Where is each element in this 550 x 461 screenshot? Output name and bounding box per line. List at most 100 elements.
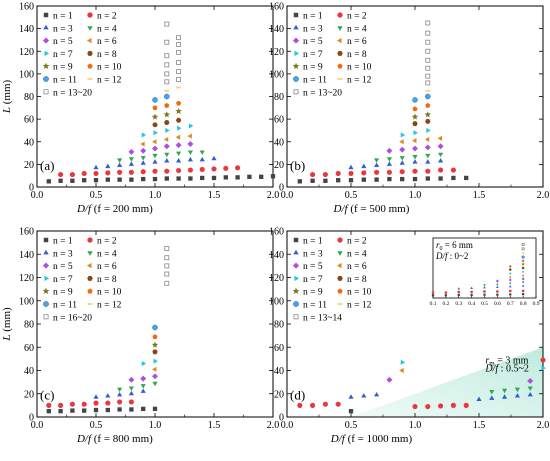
data-point (82, 408, 87, 413)
data-point (165, 127, 170, 134)
data-point (426, 127, 431, 134)
data-point (412, 145, 418, 152)
legend-label: n = 16~20 (53, 313, 92, 323)
data-point (152, 366, 157, 372)
data-point (211, 166, 217, 172)
data-point (211, 175, 217, 181)
y-tick-label: 140 (269, 250, 284, 261)
y-tick-label: 100 (19, 69, 34, 80)
data-point (297, 402, 303, 408)
data-point (541, 365, 546, 371)
legend-label: n = 10 (347, 63, 372, 73)
inset-data-point (431, 291, 435, 294)
data-point (199, 156, 205, 162)
legend-label: n = 3 (53, 249, 73, 259)
legend-marker (87, 303, 93, 305)
legend-label: n = 4 (97, 249, 117, 259)
data-point (175, 142, 182, 149)
data-point (93, 394, 99, 399)
inset-data-point (508, 278, 512, 282)
inset-data-point (521, 243, 525, 246)
x-tick-label: 0.5 (345, 190, 358, 201)
data-point (323, 178, 328, 183)
data-point (374, 162, 380, 167)
y-axis-label: L (mm) (1, 307, 13, 342)
legend-label: n = 6 (97, 37, 117, 47)
inset-data-point (521, 284, 525, 287)
data-point (187, 156, 193, 162)
data-point (164, 79, 170, 85)
panel-d: 0.0 0.5 1.0 1.5 2.0020406080100120140160D/f … (269, 227, 549, 446)
inset-data-point (495, 279, 499, 283)
data-point (199, 150, 205, 155)
legend-label: n = 10 (97, 288, 122, 298)
y-tick-label: 20 (24, 389, 34, 400)
data-point (438, 176, 443, 181)
data-point (322, 171, 328, 178)
x-tick-label: 1.0 (149, 190, 162, 201)
y-axis-label: L (mm) (1, 80, 13, 115)
data-point (105, 170, 111, 176)
data-point (399, 367, 404, 374)
data-point (425, 176, 430, 181)
data-point (425, 65, 431, 71)
inset-data-point (470, 293, 473, 297)
x-axis-label: D/f (f = 200 mm) (76, 203, 153, 215)
inset-data-point (521, 266, 525, 270)
data-point (140, 384, 146, 389)
data-point (164, 152, 170, 158)
legend-marker (292, 262, 300, 269)
data-point (164, 280, 170, 286)
data-point (176, 49, 182, 55)
inset-data-point (521, 274, 524, 277)
legend: n = 1 n = 2 n = 3 n = 4 n = 5 n = 6 n = 7 n = 8… (292, 237, 372, 323)
inset-data-point (496, 293, 499, 296)
legend-label: n = 12 (97, 76, 122, 86)
legend-label: n = 12 (97, 301, 122, 311)
y-tick-label: 100 (269, 296, 284, 307)
x-tick-label: 1.5 (473, 190, 486, 201)
legend-label: n = 5 (53, 262, 73, 272)
data-point (437, 135, 443, 141)
legend-label: n = 11 (53, 76, 77, 86)
x-tick-label: 2.0 (537, 420, 550, 431)
inset-data-point (496, 283, 499, 286)
legend-label: n = 1 (53, 12, 73, 22)
data-point (335, 170, 341, 176)
inset-data-point (508, 264, 512, 268)
data-point (424, 144, 431, 151)
legend-label: n = 6 (347, 262, 367, 272)
legend-label: n = 9 (303, 63, 323, 73)
data-point (164, 53, 170, 59)
data-point (412, 403, 418, 410)
data-point (412, 121, 418, 126)
data-point (399, 169, 405, 175)
data-point (438, 158, 444, 163)
data-point (425, 159, 431, 164)
x-tick-label: 1.5 (473, 420, 486, 431)
legend-marker (292, 287, 300, 295)
legend-marker (43, 76, 49, 82)
legend-label: n = 11 (303, 76, 327, 86)
data-point (399, 160, 405, 165)
data-point (93, 178, 99, 183)
data-point (527, 377, 534, 384)
data-point (152, 324, 158, 331)
data-point (399, 139, 404, 145)
y-tick-label: 140 (269, 24, 284, 35)
inset-annotation-r0: r0 = 6 mm (436, 240, 473, 252)
data-point (361, 177, 366, 182)
data-point (93, 164, 99, 170)
legend-label: n = 9 (53, 63, 73, 73)
data-point (412, 168, 418, 174)
data-point (176, 151, 182, 157)
data-point (164, 263, 170, 269)
legend-marker (293, 24, 299, 30)
inset-x-tick-label: 0.3 (455, 301, 462, 307)
data-point (152, 122, 158, 128)
data-point (58, 178, 63, 183)
x-tick-label: 2.0 (267, 420, 280, 431)
y-tick-label: 160 (269, 2, 284, 13)
legend-marker (87, 50, 93, 56)
legend-label: n = 2 (347, 12, 367, 22)
